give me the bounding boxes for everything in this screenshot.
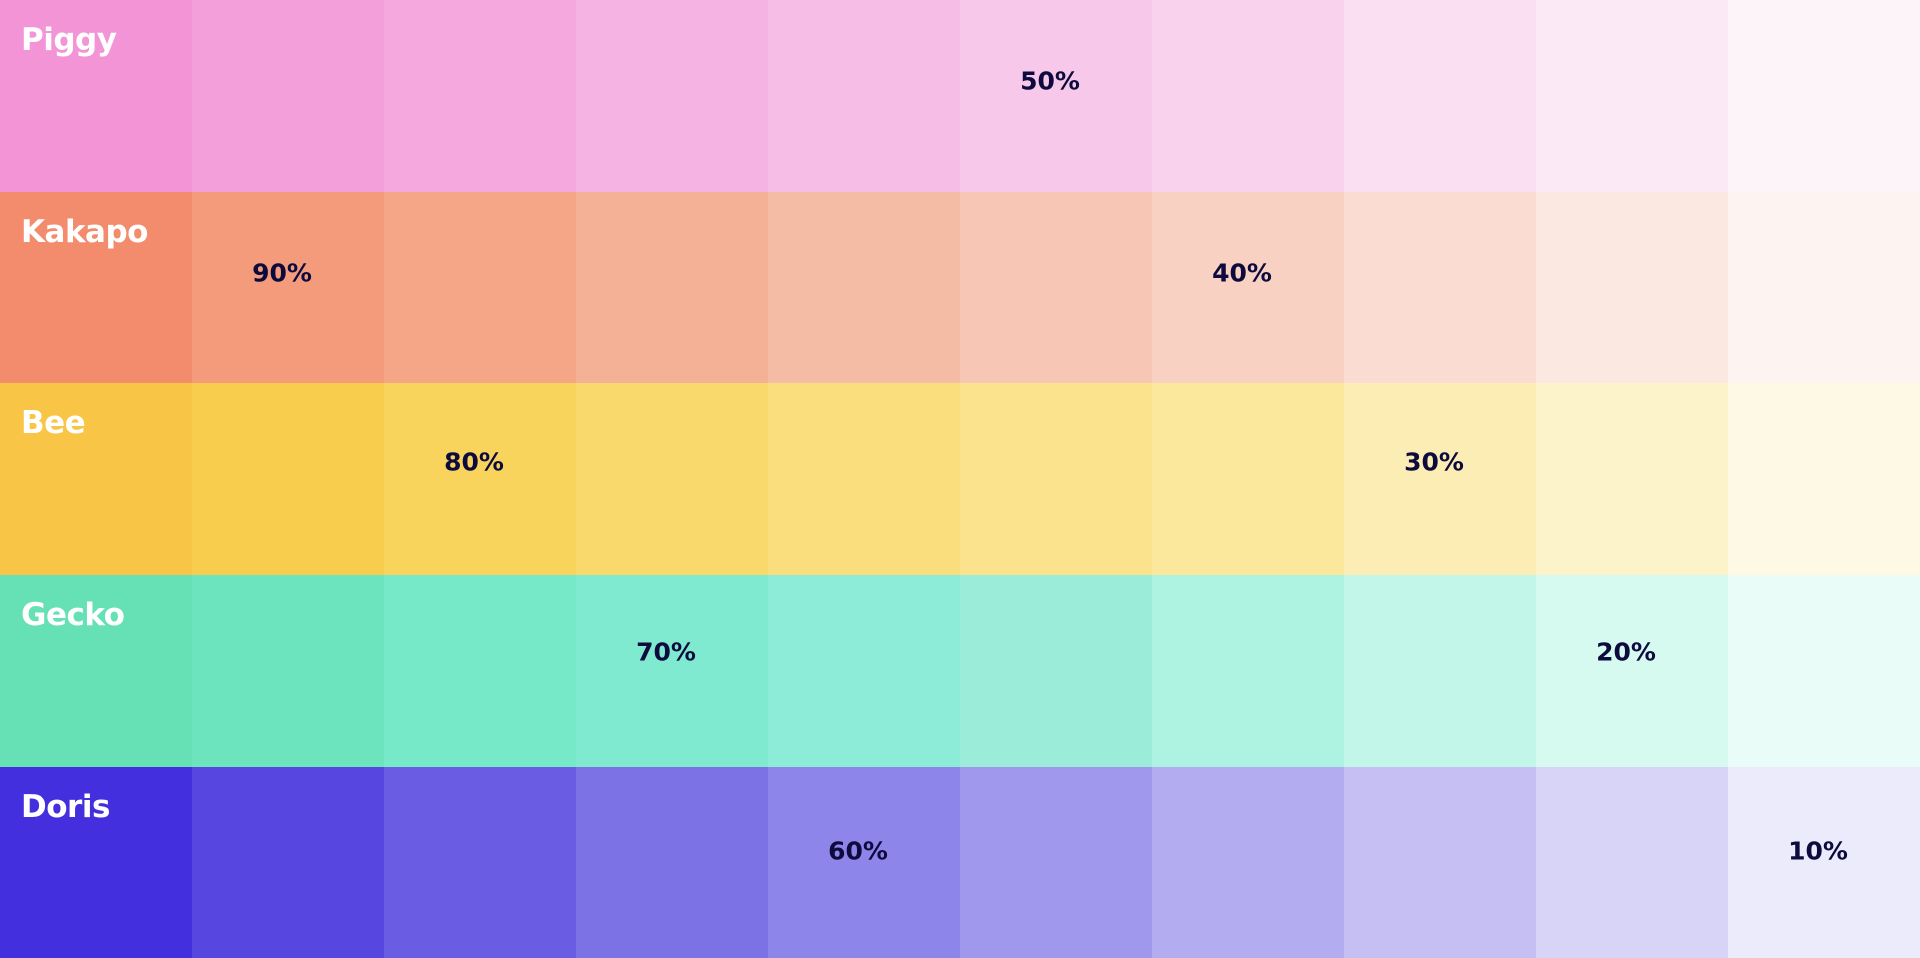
swatch-doris-8 [1344,767,1536,958]
swatch-bee-2 [192,383,384,575]
swatch-bee-8 [1344,383,1536,575]
swatch-gecko-2 [192,575,384,767]
swatch-bee-3 [384,383,576,575]
percent-label: 40% [1212,258,1272,288]
swatch-kakapo-7 [1152,192,1344,383]
row-label: Doris [21,789,110,825]
swatch-kakapo-2 [192,192,384,383]
swatch-piggy-9 [1536,0,1728,192]
percent-label: 10% [1788,836,1848,866]
swatch-doris-7 [1152,767,1344,958]
percent-label: 80% [444,447,504,477]
swatch-kakapo-9 [1536,192,1728,383]
swatch-piggy-2 [192,0,384,192]
swatch-gecko-4 [576,575,768,767]
swatch-doris-3 [384,767,576,958]
palette-row-piggy: Piggy 50% [0,0,1920,192]
swatch-doris-2 [192,767,384,958]
swatch-doris-6 [960,767,1152,958]
swatch-doris-5 [768,767,960,958]
swatch-kakapo-3 [384,192,576,383]
percent-label: 60% [828,836,888,866]
swatch-kakapo-8 [1344,192,1536,383]
swatch-bee-4 [576,383,768,575]
swatch-piggy-1 [0,0,192,192]
percent-label: 30% [1404,447,1464,477]
swatch-kakapo-4 [576,192,768,383]
swatch-kakapo-1 [0,192,192,383]
swatch-kakapo-10 [1728,192,1920,383]
row-label: Bee [21,405,86,441]
swatch-gecko-9 [1536,575,1728,767]
swatch-gecko-6 [960,575,1152,767]
swatch-doris-9 [1536,767,1728,958]
swatch-bee-1 [0,383,192,575]
swatch-gecko-7 [1152,575,1344,767]
swatch-gecko-10 [1728,575,1920,767]
percent-label: 90% [252,258,312,288]
swatch-bee-6 [960,383,1152,575]
percent-label: 20% [1596,637,1656,667]
swatch-piggy-6 [960,0,1152,192]
palette-row-gecko: Gecko 70% 20% [0,575,1920,767]
swatch-piggy-5 [768,0,960,192]
swatch-bee-9 [1536,383,1728,575]
palette-row-bee: Bee 80% 30% [0,383,1920,575]
swatch-doris-10 [1728,767,1920,958]
swatch-gecko-8 [1344,575,1536,767]
swatch-doris-1 [0,767,192,958]
swatch-bee-7 [1152,383,1344,575]
swatch-piggy-7 [1152,0,1344,192]
swatch-piggy-3 [384,0,576,192]
percent-label: 50% [1020,66,1080,96]
row-label: Piggy [21,22,117,58]
swatch-bee-5 [768,383,960,575]
swatch-doris-4 [576,767,768,958]
row-label: Kakapo [21,214,148,250]
palette-row-kakapo: Kakapo 90% 40% [0,192,1920,383]
swatch-kakapo-6 [960,192,1152,383]
percent-label: 70% [636,637,696,667]
palette-row-doris: Doris 60% 10% [0,767,1920,958]
swatch-kakapo-5 [768,192,960,383]
swatch-gecko-1 [0,575,192,767]
swatch-piggy-8 [1344,0,1536,192]
swatch-piggy-4 [576,0,768,192]
swatch-gecko-3 [384,575,576,767]
swatch-piggy-10 [1728,0,1920,192]
swatch-bee-10 [1728,383,1920,575]
row-label: Gecko [21,597,125,633]
swatch-gecko-5 [768,575,960,767]
